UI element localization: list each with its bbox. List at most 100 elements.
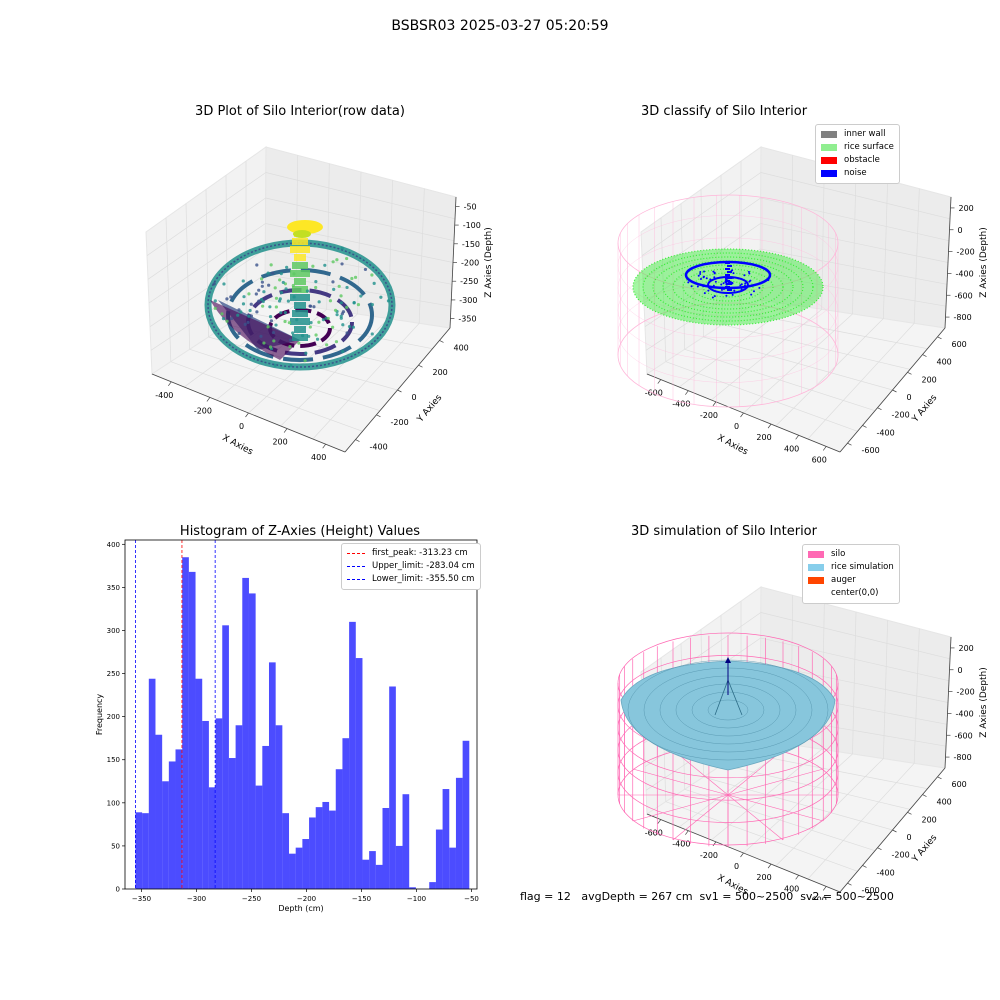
noise-point [725, 294, 728, 297]
noise-point [732, 272, 735, 275]
x-tick [283, 428, 288, 433]
y-tick-label: 0 [907, 393, 912, 402]
histogram-bar [188, 571, 196, 889]
x-tick-label: -200 [194, 406, 212, 415]
noise-point [748, 272, 751, 275]
x-tick [685, 390, 689, 395]
legend-label: noise [844, 168, 867, 178]
noise-point [704, 285, 707, 288]
grid-line [641, 172, 762, 256]
raw-point [278, 278, 282, 282]
legend-swatch [808, 590, 824, 597]
wall-ring [617, 237, 839, 338]
x-tick [767, 863, 772, 869]
raw-point [363, 267, 368, 272]
raw-point [266, 325, 270, 329]
histogram-bar [175, 749, 183, 889]
noise-point [714, 280, 717, 283]
raw-point [237, 308, 241, 312]
raw-point [222, 282, 226, 286]
silo-floor-spoke [727, 794, 824, 822]
histogram-bar [142, 813, 149, 889]
raw-point [260, 280, 264, 284]
grid-line [760, 612, 951, 660]
raw-point [283, 310, 287, 315]
raw-point [262, 341, 266, 345]
z-tick-label: -200 [957, 688, 975, 697]
noise-point [713, 272, 716, 275]
y-tick [847, 882, 852, 886]
histogram-bar [275, 725, 283, 889]
raw-point [249, 314, 254, 318]
simulation-plot-title: 3D simulation of Silo Interior [631, 524, 817, 539]
noise-point [720, 288, 723, 291]
raw-point [326, 316, 330, 321]
noise-point [731, 293, 734, 296]
y-tick-label: 350 [107, 584, 120, 592]
raw-point [379, 295, 383, 299]
z-tick-label: -600 [955, 291, 973, 300]
silo-floor-spoke [727, 749, 784, 796]
z-tick-label: -400 [956, 269, 974, 278]
raw-point [356, 303, 361, 307]
z-tick-label: -250 [460, 277, 478, 286]
rice-surface-ring [642, 252, 814, 322]
noise-column [727, 289, 732, 291]
legend-label: Lower_limit: -355.50 cm [372, 574, 475, 584]
raw-point [272, 339, 276, 343]
histogram-bar [455, 777, 463, 889]
raw-point [261, 299, 265, 304]
raw-point [300, 334, 305, 338]
raw-point [350, 276, 354, 281]
noise-point [744, 282, 747, 285]
raw-point [331, 325, 335, 329]
legend-swatch [821, 131, 837, 138]
raw-point [229, 295, 233, 299]
histogram-bar [195, 678, 203, 889]
legend-swatch [808, 564, 824, 571]
grid-line [312, 323, 420, 440]
raw-point [281, 280, 285, 285]
noise-point [724, 281, 727, 284]
raw-point [243, 322, 247, 326]
histogram-bar [369, 851, 376, 889]
x-tick [322, 443, 326, 449]
y-tick-label: -200 [892, 411, 910, 420]
z-tick-label: -800 [954, 753, 972, 762]
y-tick-label: -400 [370, 443, 388, 452]
rice-surface-ring [632, 248, 824, 326]
x-tick-label: −200 [297, 895, 316, 903]
x-tick-label: −100 [407, 895, 426, 903]
y-axis-label: Y Axies [910, 833, 939, 865]
raw-point [259, 334, 263, 338]
y-tick [439, 340, 444, 343]
noise-point [687, 281, 690, 284]
raw-point [274, 323, 278, 327]
noise-column [725, 262, 730, 264]
noise-point [732, 286, 735, 289]
column-top [287, 220, 323, 234]
histogram-bar [309, 817, 316, 889]
y-tick-label: 200 [922, 375, 937, 384]
legend-label: silo [831, 549, 846, 559]
raw-point [242, 295, 246, 299]
noise-point [733, 289, 736, 292]
column-segment [290, 246, 310, 253]
raw-point [268, 345, 273, 349]
histogram-bar [435, 829, 443, 889]
x-tick-label: 0 [239, 422, 244, 431]
x-axis-label: Depth (cm) [278, 904, 323, 913]
classify-legend: inner wall rice surface obstacle noise [815, 124, 900, 184]
histogram-bar [335, 769, 343, 889]
histogram-bar [302, 839, 310, 889]
legend-label: rice surface [844, 142, 894, 152]
legend-entry: auger [808, 574, 894, 587]
raw-point [292, 295, 296, 299]
raw-point [257, 288, 261, 292]
raw-point [386, 299, 391, 303]
noise-point [696, 285, 699, 288]
z-tick-label: 0 [958, 226, 963, 235]
raw-point [279, 272, 283, 276]
raw-point [236, 313, 240, 317]
legend-entry: first_peak: -313.23 cm [347, 547, 475, 560]
